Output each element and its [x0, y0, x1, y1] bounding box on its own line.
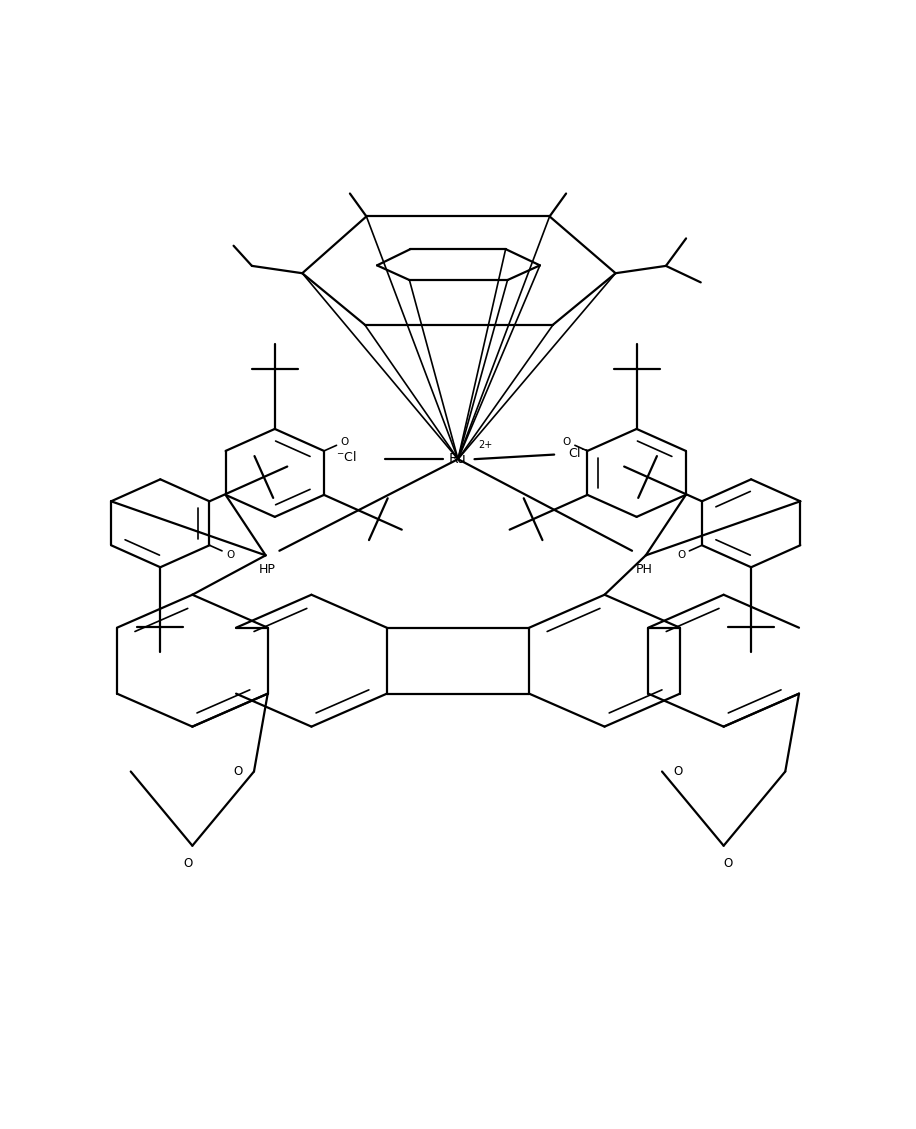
Text: O: O	[677, 550, 685, 560]
Text: Cl$^{-}$: Cl$^{-}$	[568, 446, 589, 460]
Text: Ru: Ru	[449, 452, 467, 466]
Text: $^{-}$Cl: $^{-}$Cl	[336, 450, 357, 464]
Text: O: O	[234, 765, 243, 778]
Text: O: O	[673, 765, 682, 778]
Text: O: O	[183, 857, 192, 869]
Text: O: O	[226, 550, 234, 560]
Text: HP: HP	[259, 562, 276, 576]
Text: 2+: 2+	[478, 440, 493, 450]
Text: O: O	[341, 437, 349, 447]
Text: PH: PH	[636, 562, 652, 576]
Text: O: O	[724, 857, 733, 869]
Text: O: O	[562, 437, 571, 447]
